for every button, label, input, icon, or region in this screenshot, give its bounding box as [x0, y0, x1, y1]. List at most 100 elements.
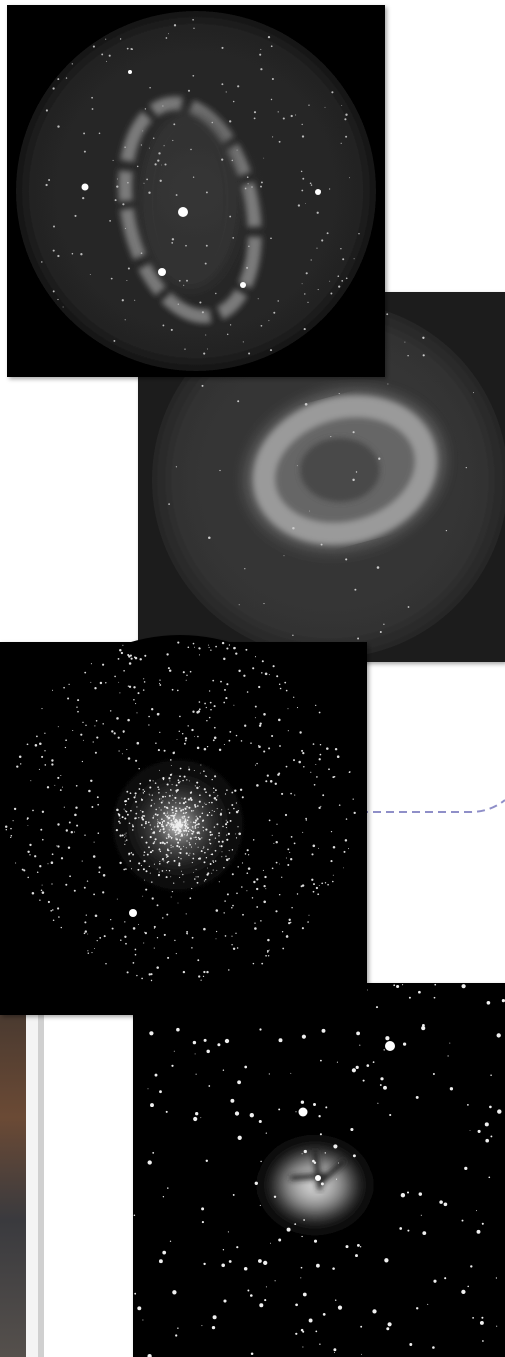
- star: [299, 731, 302, 734]
- star: [143, 859, 146, 863]
- star: [444, 1277, 447, 1280]
- star: [185, 847, 187, 849]
- star: [174, 834, 176, 836]
- star: [181, 827, 183, 829]
- star: [194, 1053, 196, 1055]
- star: [64, 746, 67, 749]
- star: [205, 803, 207, 806]
- star: [200, 850, 203, 853]
- star: [476, 1229, 481, 1234]
- star: [245, 648, 248, 651]
- star: [93, 841, 95, 843]
- star: [102, 663, 105, 666]
- star: [91, 806, 94, 808]
- star: [420, 1214, 422, 1216]
- star: [447, 1055, 449, 1057]
- star: [30, 780, 32, 782]
- star: [124, 840, 126, 842]
- star: [96, 796, 99, 799]
- star: [472, 1317, 474, 1319]
- star: [91, 96, 93, 99]
- star: [379, 1084, 382, 1086]
- star: [295, 1332, 298, 1335]
- star: [290, 858, 293, 861]
- star: [141, 798, 142, 800]
- star: [265, 954, 267, 957]
- star: [465, 467, 467, 469]
- star: [356, 1031, 360, 1036]
- star: [265, 1286, 267, 1288]
- star: [170, 819, 173, 822]
- star: [263, 884, 266, 888]
- star: [209, 842, 211, 844]
- star: [303, 328, 306, 331]
- star: [257, 744, 260, 747]
- star: [207, 644, 209, 646]
- star: [328, 188, 331, 190]
- star: [168, 833, 170, 835]
- star: [182, 671, 185, 674]
- star: [193, 770, 195, 771]
- star: [469, 1129, 471, 1131]
- star: [285, 765, 288, 768]
- star: [496, 1325, 498, 1327]
- star: [82, 196, 85, 200]
- star: [156, 937, 159, 939]
- star: [142, 895, 144, 897]
- star: [225, 827, 227, 829]
- star: [272, 665, 275, 668]
- star: [119, 648, 122, 652]
- star: [226, 333, 229, 336]
- star: [268, 674, 270, 676]
- star: [231, 804, 234, 806]
- star: [357, 1244, 360, 1247]
- star: [305, 203, 306, 205]
- star: [170, 846, 172, 848]
- star: [102, 874, 106, 877]
- star: [151, 708, 154, 711]
- star: [244, 187, 247, 190]
- star: [188, 766, 190, 768]
- star: [143, 678, 145, 680]
- star: [143, 942, 145, 944]
- star: [242, 913, 244, 916]
- star: [143, 851, 146, 854]
- star: [279, 745, 281, 747]
- star: [191, 832, 194, 835]
- star: [433, 996, 436, 999]
- star: [205, 244, 208, 247]
- star: [165, 853, 168, 856]
- star: [156, 904, 159, 907]
- star: [124, 817, 127, 820]
- star: [236, 149, 238, 151]
- star: [63, 806, 65, 808]
- star: [310, 771, 312, 773]
- star: [267, 938, 270, 942]
- star: [303, 1149, 307, 1154]
- star: [145, 888, 148, 891]
- star: [162, 1250, 167, 1255]
- star: [177, 824, 179, 826]
- star: [125, 942, 127, 945]
- star: [178, 207, 188, 217]
- star: [497, 1109, 502, 1114]
- star: [191, 947, 193, 949]
- star: [315, 1175, 321, 1181]
- star: [202, 819, 205, 822]
- star: [259, 1204, 261, 1206]
- star: [345, 135, 348, 138]
- star: [185, 825, 187, 828]
- star: [140, 824, 143, 826]
- star: [316, 211, 319, 214]
- star: [219, 845, 221, 847]
- star: [246, 890, 248, 892]
- star: [200, 979, 202, 981]
- star: [315, 764, 317, 766]
- star: [70, 830, 74, 834]
- star: [330, 436, 332, 438]
- star: [216, 869, 218, 871]
- star: [83, 150, 86, 153]
- star: [166, 862, 168, 864]
- star: [179, 876, 181, 878]
- star: [174, 807, 177, 810]
